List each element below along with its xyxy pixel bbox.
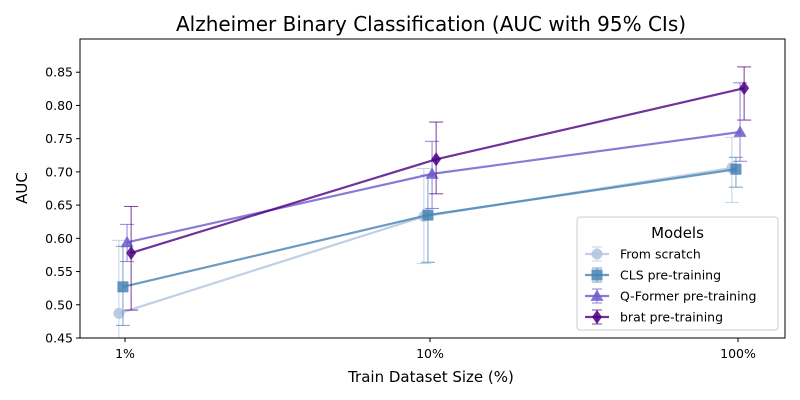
legend-marker (591, 248, 603, 260)
data-point (120, 235, 134, 248)
y-tick-label: 0.70 (45, 164, 73, 179)
legend-item: From scratch (585, 246, 701, 262)
data-point (425, 167, 439, 179)
legend-label: brat pre-training (620, 310, 723, 325)
legend-title: Models (651, 224, 704, 242)
plot-frame (79, 38, 786, 339)
y-tick-label: 0.60 (45, 231, 73, 246)
legend-marker (592, 310, 602, 324)
y-axis-label: AUC (13, 172, 31, 204)
legend-marker (590, 289, 604, 301)
x-tick-label: 10% (416, 346, 444, 361)
legend-item: Q-Former pre-training (585, 288, 756, 304)
y-tick-label: 0.45 (45, 331, 73, 346)
data-point (113, 307, 125, 319)
data-point (422, 209, 434, 221)
axes: 0.45 0.50 0.55 0.60 0.65 0.70 0.75 0.80 0.85 1% 10… (45, 38, 786, 361)
legend-label: Q-Former pre-training (620, 289, 756, 304)
x-tick-label: 1% (115, 346, 135, 361)
legend-label: From scratch (620, 247, 701, 262)
x-tick-label: 100% (720, 346, 756, 361)
data-point (126, 245, 137, 260)
data-point (117, 281, 129, 293)
series-2 (120, 82, 748, 263)
legend-box (576, 216, 779, 331)
legend-label: CLS pre-training (620, 268, 721, 283)
y-tick-label: 0.55 (45, 264, 73, 279)
series-3 (124, 66, 752, 311)
y-tick-label: 0.65 (45, 198, 73, 213)
data-point (431, 152, 442, 167)
plot-marks (111, 66, 752, 338)
legend-item: brat pre-training (585, 309, 723, 325)
legend: Models From scratch CLS pre-training Q-Form… (576, 216, 779, 331)
y-tick-label: 0.80 (45, 98, 73, 113)
x-axis-label: Train Dataset Size (%) (347, 368, 514, 386)
y-tick-label: 0.85 (45, 65, 73, 80)
data-point (733, 125, 747, 137)
plot-area (111, 66, 752, 338)
data-point (730, 163, 742, 175)
y-tick-label: 0.75 (45, 131, 73, 146)
data-point (739, 81, 750, 96)
y-tick-label: 0.50 (45, 297, 73, 312)
legend-marker (591, 269, 603, 281)
legend-item: CLS pre-training (585, 267, 721, 283)
chart-title: Alzheimer Binary Classification (AUC wit… (176, 12, 686, 36)
